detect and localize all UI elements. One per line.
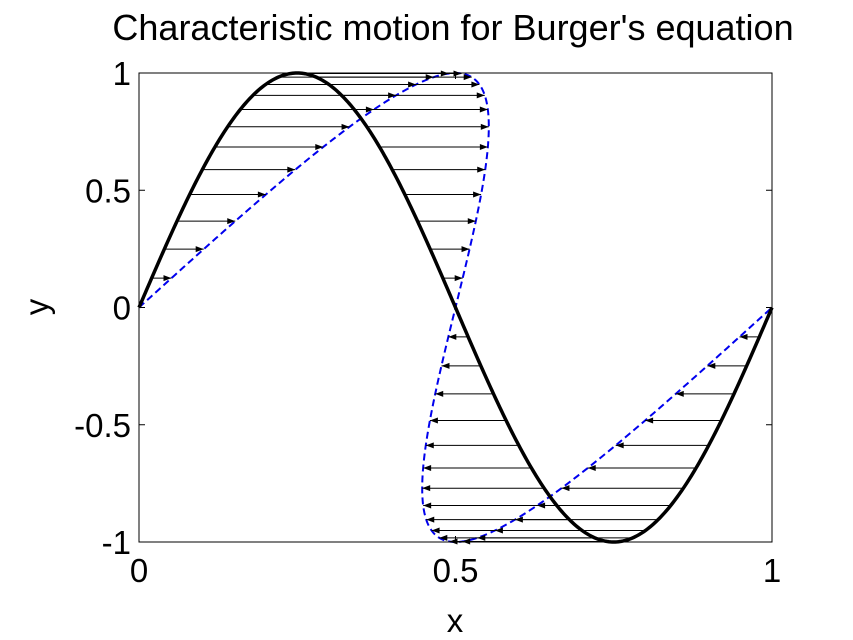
chart-title: Characteristic motion for Burger's equat… xyxy=(112,7,793,48)
characteristic-arrow xyxy=(615,442,709,449)
characteristic-arrow xyxy=(379,143,488,150)
y-tick-label: 1 xyxy=(113,55,131,92)
characteristic-arrow xyxy=(739,333,760,340)
y-axis-label: y xyxy=(18,298,55,315)
arrow-head xyxy=(477,534,486,541)
characteristic-arrow xyxy=(537,502,671,509)
characteristic-arrow xyxy=(422,485,545,492)
arrow-head xyxy=(479,106,488,113)
arrow-head xyxy=(425,442,434,449)
characteristic-arrow xyxy=(514,516,659,523)
characteristic-arrow xyxy=(328,81,480,88)
arrow-head xyxy=(441,362,450,369)
arrow-head xyxy=(467,218,476,225)
characteristic-arrow xyxy=(151,275,172,282)
arrow-head xyxy=(163,275,172,282)
characteristic-arrow xyxy=(366,123,489,130)
arrow-head xyxy=(195,246,204,253)
arrow-head xyxy=(463,74,472,81)
x-tick-label: 1 xyxy=(763,552,781,589)
y-tick-label: 0 xyxy=(113,290,131,327)
characteristic-arrow xyxy=(425,442,519,449)
characteristic-arrow xyxy=(227,123,350,130)
arrow-head xyxy=(739,333,748,340)
characteristic-arrow xyxy=(316,74,472,81)
characteristic-arrow xyxy=(354,106,488,113)
characteristic-arrow xyxy=(202,166,296,173)
arrow-head xyxy=(429,417,438,424)
arrow-head xyxy=(448,333,457,340)
arrow-head xyxy=(423,502,432,509)
y-tick-label: 0.5 xyxy=(85,172,131,209)
y-tick-label: -1 xyxy=(102,524,131,561)
characteristic-arrow xyxy=(423,465,532,472)
characteristic-arrow xyxy=(430,246,470,253)
arrow-head xyxy=(461,246,470,253)
tick-labels-layer: 0 0.5 1 1 0.5 0 -0.5 -1 xyxy=(74,55,781,589)
arrow-head xyxy=(477,166,486,173)
characteristic-arrow xyxy=(214,143,324,150)
characteristic-arrow xyxy=(707,362,747,369)
y-tick-label: -0.5 xyxy=(74,407,131,444)
initial-curve xyxy=(137,71,774,544)
arrow-head xyxy=(454,275,463,282)
characteristic-arrow xyxy=(417,218,476,225)
arrow-head xyxy=(615,442,624,449)
arrow-head xyxy=(476,92,485,99)
arrow-head xyxy=(494,527,503,534)
arrow-head xyxy=(287,166,296,173)
characteristic-arrow xyxy=(429,417,507,424)
ticks-layer xyxy=(138,72,773,543)
arrow-head xyxy=(423,465,432,472)
arrow-head xyxy=(707,362,716,369)
characteristic-arrow xyxy=(164,246,204,253)
arrow-head xyxy=(645,417,654,424)
characteristic-arrow xyxy=(423,502,557,509)
characteristic-arrow xyxy=(561,485,684,492)
arrow-head xyxy=(431,527,440,534)
x-tick-label: 0.5 xyxy=(433,552,479,589)
arrow-head xyxy=(471,81,480,88)
characteristic-arrow xyxy=(587,465,697,472)
arrow-head xyxy=(587,465,596,472)
x-tick-label: 0 xyxy=(130,552,148,589)
characteristic-arrow xyxy=(645,417,722,424)
characteristic-arrow xyxy=(442,275,463,282)
characteristic-arrow xyxy=(477,534,633,541)
arrow-head xyxy=(561,485,570,492)
characteristic-arrow xyxy=(189,191,266,198)
arrow-head xyxy=(439,534,448,541)
characteristic-arrow xyxy=(494,527,646,534)
characteristic-arrow xyxy=(435,390,494,397)
curves-layer xyxy=(137,71,774,544)
characteristic-arrow xyxy=(441,362,481,369)
x-axis-label: x xyxy=(447,602,464,639)
characteristic-arrow xyxy=(176,218,236,225)
arrow-head xyxy=(426,516,435,523)
arrow-head xyxy=(514,516,523,523)
characteristic-arrow xyxy=(404,191,482,198)
arrow-head xyxy=(435,390,444,397)
arrow-head xyxy=(537,502,546,509)
arrow-head xyxy=(480,123,489,130)
characteristic-arrow xyxy=(675,390,735,397)
arrow-head xyxy=(341,123,350,130)
arrow-head xyxy=(479,143,488,150)
arrow-head xyxy=(675,390,684,397)
arrow-head xyxy=(315,143,324,150)
arrow-head xyxy=(473,191,482,198)
arrow-head xyxy=(227,218,236,225)
arrow-head xyxy=(422,485,431,492)
characteristic-arrow xyxy=(341,92,485,99)
characteristic-arrow xyxy=(448,333,469,340)
characteristic-arrow xyxy=(392,166,486,173)
arrow-head xyxy=(257,191,266,198)
